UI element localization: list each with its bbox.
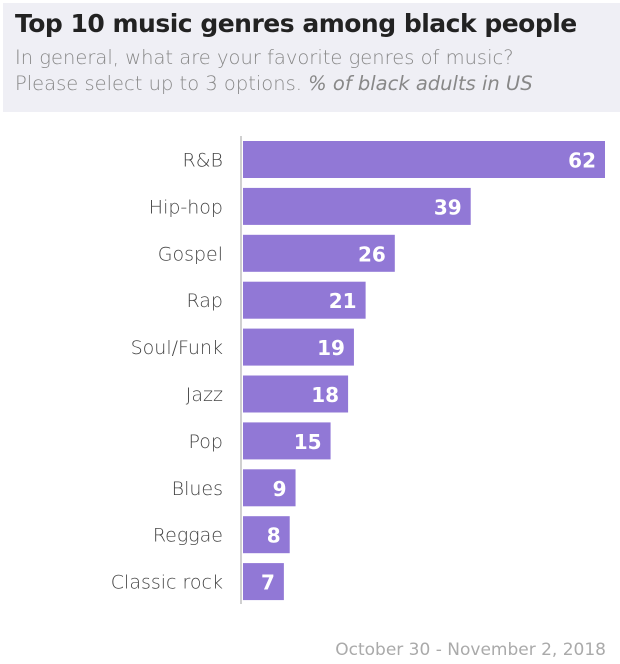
category-label: Blues — [172, 478, 223, 500]
data-label: 26 — [358, 242, 386, 266]
data-label: 21 — [329, 289, 357, 313]
bar — [243, 516, 290, 554]
subtitle-question: Please select up to 3 options. — [15, 72, 302, 95]
bar — [243, 375, 349, 413]
category-label: Jazz — [186, 384, 223, 406]
category-label: Reggae — [153, 525, 223, 547]
date-footer: October 30 - November 2, 2018 — [335, 640, 606, 660]
bar — [243, 234, 395, 272]
data-label: 39 — [434, 195, 462, 219]
data-label: 18 — [311, 383, 339, 407]
data-label: 15 — [294, 430, 322, 454]
bar — [243, 187, 471, 225]
category-label: Rap — [187, 290, 224, 312]
unit-note: % of black adults in US — [308, 72, 533, 95]
bar — [243, 281, 366, 319]
bar — [243, 328, 354, 366]
bar — [243, 141, 605, 178]
bar — [243, 469, 296, 507]
chart-title: Top 10 music genres among black people — [15, 9, 577, 38]
category-label: Soul/Funk — [131, 337, 223, 359]
bar — [243, 422, 331, 460]
category-label: Pop — [189, 431, 223, 453]
category-label: R&B — [183, 150, 223, 172]
data-label: 9 — [273, 477, 287, 501]
category-label: Classic rock — [111, 572, 223, 594]
category-label: Gospel — [158, 243, 223, 265]
data-label: 19 — [317, 336, 345, 360]
data-label: 8 — [267, 524, 281, 548]
chart-subtitle: In general, what are your favorite genre… — [15, 46, 514, 69]
chart-subtitle-2: Please select up to 3 options. % of blac… — [15, 72, 533, 95]
data-label: 7 — [261, 571, 275, 595]
chart-header — [3, 3, 620, 112]
bar — [243, 563, 284, 601]
category-label: Hip-hop — [149, 196, 223, 218]
data-label: 62 — [568, 149, 596, 173]
